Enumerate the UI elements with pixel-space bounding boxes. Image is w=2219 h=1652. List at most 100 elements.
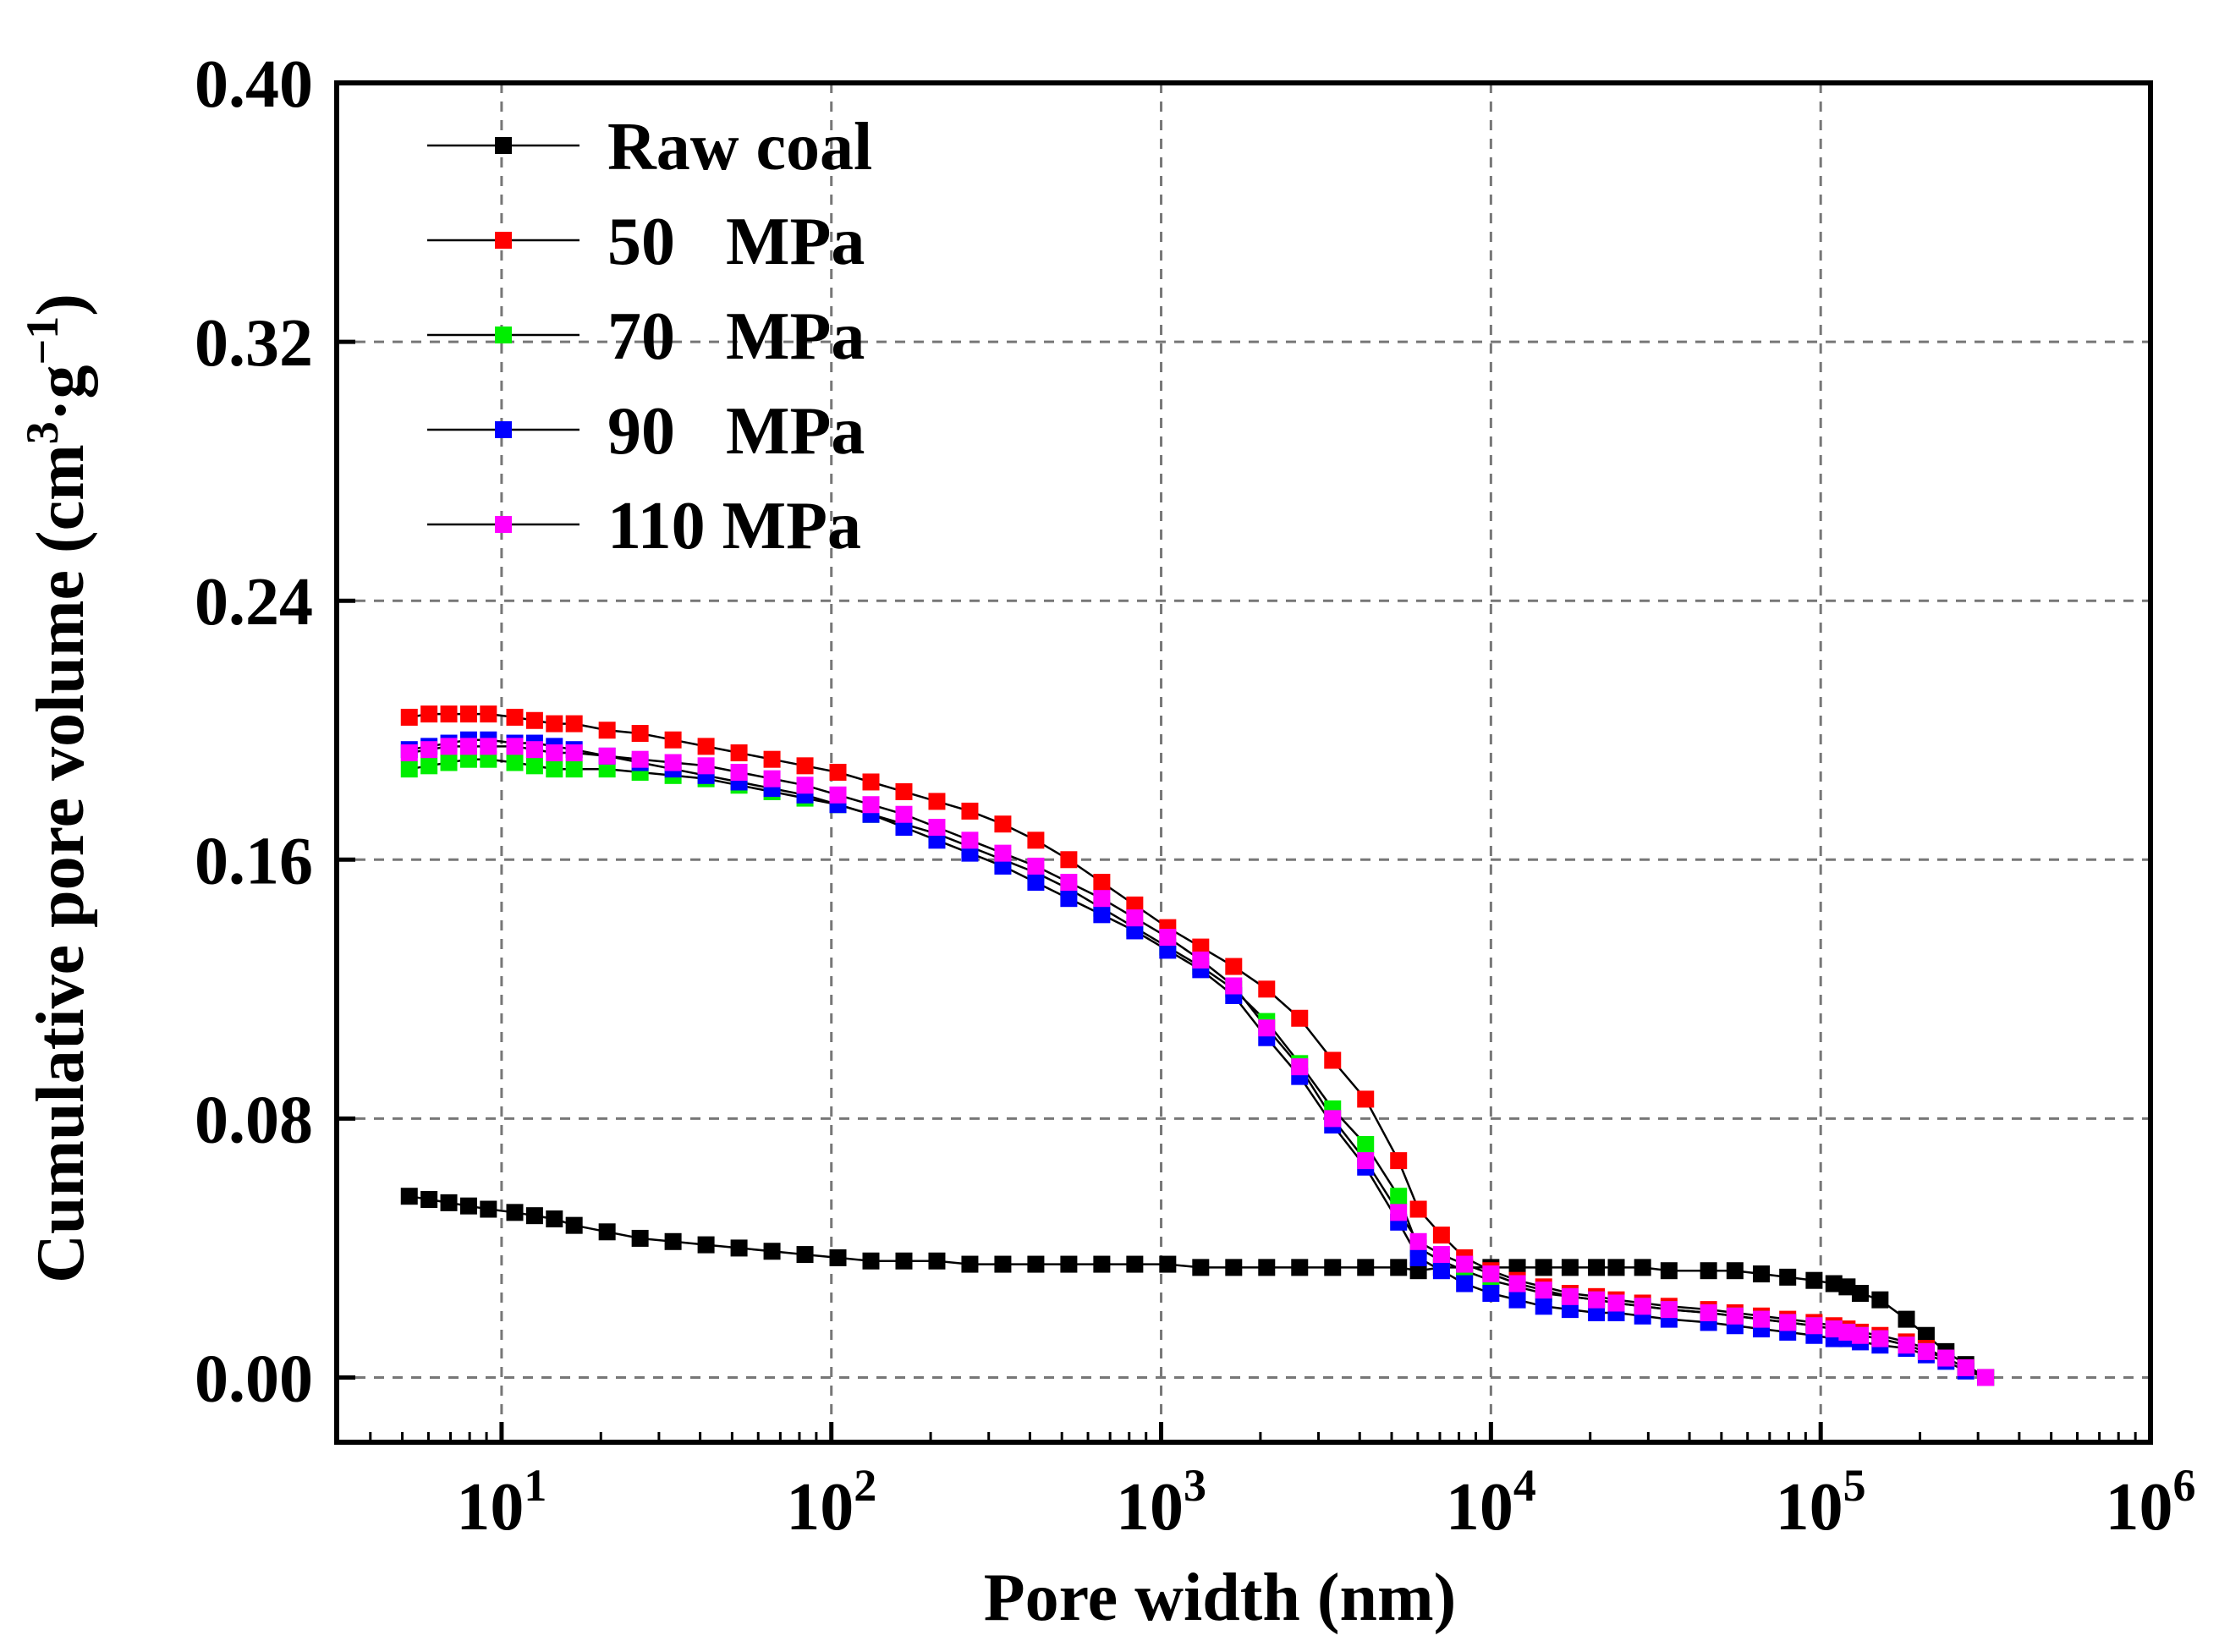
legend-label: Raw coal	[607, 110, 872, 184]
data-point	[994, 1255, 1012, 1273]
data-point	[1357, 1135, 1375, 1153]
data-point	[1825, 1320, 1843, 1338]
x-tick-exponent: 5	[1843, 1460, 1866, 1511]
data-point	[525, 741, 543, 759]
data-point	[1291, 1259, 1309, 1276]
data-point	[420, 757, 438, 775]
data-point	[763, 770, 781, 788]
data-point	[961, 844, 979, 862]
legend-item: 90 MPa	[427, 394, 865, 469]
legend-marker	[495, 327, 512, 343]
legend-label: 110 MPa	[607, 489, 861, 563]
series-line	[409, 758, 1986, 1379]
data-point	[1258, 1019, 1276, 1037]
data-point	[1225, 977, 1243, 995]
y-tick-label: 0.08	[195, 1083, 313, 1157]
legend: Raw coal 50 MPa 70 MPa 90 MPa 110 MPa	[427, 110, 872, 563]
data-point	[1432, 1227, 1450, 1244]
series-line	[409, 738, 1986, 1379]
legend-item: Raw coal	[427, 110, 872, 184]
legend-marker	[495, 421, 512, 438]
data-point	[1258, 1259, 1276, 1276]
data-point	[994, 844, 1012, 862]
data-point	[1390, 1152, 1408, 1170]
legend-marker	[495, 137, 512, 154]
data-point	[1898, 1336, 1915, 1354]
data-point	[1390, 1259, 1408, 1276]
data-point	[1126, 909, 1144, 927]
data-point	[1357, 1259, 1375, 1276]
data-point	[598, 1223, 616, 1241]
series-line	[409, 712, 1986, 1379]
data-point	[546, 715, 563, 733]
data-point	[565, 715, 583, 733]
data-point	[631, 750, 649, 768]
x-tick-base: 10	[1446, 1470, 1513, 1545]
data-point	[697, 1236, 715, 1254]
x-tick-exponent: 2	[854, 1460, 876, 1511]
data-point	[565, 760, 583, 778]
data-point	[1409, 1249, 1427, 1266]
series-lines	[409, 712, 1986, 1379]
data-point	[928, 793, 946, 810]
data-point	[459, 705, 477, 723]
data-point	[440, 754, 458, 771]
data-point	[1027, 874, 1045, 892]
data-point	[862, 1252, 880, 1270]
x-tick-exponent: 1	[524, 1460, 547, 1511]
data-point	[862, 773, 880, 791]
data-point	[1060, 874, 1078, 892]
data-point	[459, 738, 477, 755]
data-point	[1588, 1303, 1606, 1321]
data-point	[1588, 1259, 1606, 1276]
y-tick-label: 0.32	[195, 306, 313, 381]
data-point	[1456, 1275, 1474, 1293]
data-point	[961, 1255, 979, 1273]
legend-item: 50 MPa	[427, 205, 865, 279]
data-point	[546, 1210, 563, 1227]
data-point	[1726, 1262, 1744, 1280]
data-point	[1838, 1278, 1856, 1296]
data-point	[1456, 1255, 1474, 1273]
data-point	[1093, 906, 1111, 924]
data-point	[1561, 1301, 1579, 1319]
data-point	[1825, 1275, 1843, 1293]
data-point	[1126, 896, 1144, 914]
data-point	[1357, 1152, 1375, 1170]
data-point	[1937, 1349, 1955, 1367]
data-point	[1258, 980, 1276, 998]
data-point	[1225, 1259, 1243, 1276]
data-point	[1588, 1291, 1606, 1309]
data-point	[420, 1191, 438, 1209]
data-point	[1093, 890, 1111, 908]
y-axis-title-prefix: Cumulative pore volume (cm	[24, 444, 98, 1283]
data-point	[1192, 951, 1210, 969]
data-point	[1390, 1188, 1408, 1205]
legend-marker	[495, 232, 512, 249]
x-tick-base: 10	[1776, 1470, 1843, 1545]
x-tick-exponent: 4	[1513, 1460, 1536, 1511]
legend-label: 70 MPa	[607, 299, 865, 374]
data-point	[1093, 1255, 1111, 1273]
data-point	[1060, 1255, 1078, 1273]
data-point	[1871, 1291, 1889, 1309]
data-point	[506, 754, 524, 771]
data-point	[1027, 857, 1045, 875]
data-point	[664, 1232, 682, 1250]
data-point	[1561, 1259, 1579, 1276]
x-tick-base: 10	[786, 1470, 854, 1545]
data-point	[1779, 1314, 1797, 1331]
y-axis-title-suffix: )	[24, 294, 98, 316]
data-point	[480, 750, 497, 768]
data-point	[1060, 890, 1078, 908]
data-point	[1409, 1200, 1427, 1218]
x-tick-base: 10	[2106, 1470, 2173, 1545]
data-point	[1159, 1255, 1177, 1273]
data-point	[829, 763, 847, 781]
data-point	[506, 708, 524, 726]
data-point	[1324, 1259, 1342, 1276]
data-point	[796, 757, 814, 775]
data-point	[895, 819, 913, 837]
data-point	[1805, 1317, 1823, 1335]
data-point	[1225, 958, 1243, 975]
